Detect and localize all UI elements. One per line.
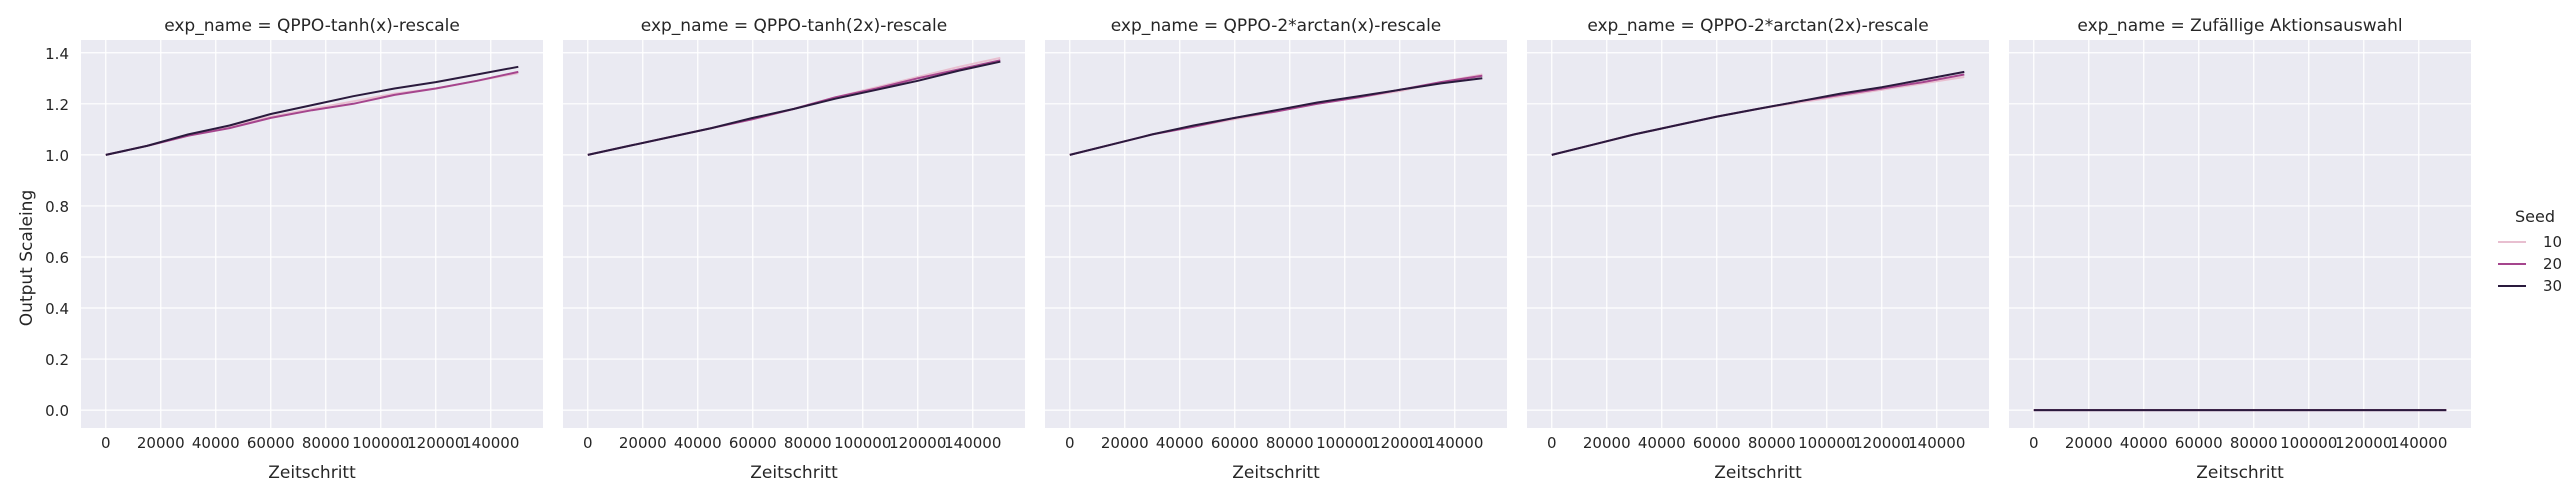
x-axis-label: Zeitschritt [268, 463, 356, 483]
panel-title: exp_name = QPPO-tanh(x)-rescale [164, 16, 460, 36]
x-tick-label: 40000 [1638, 434, 1686, 452]
x-axis-label: Zeitschritt [1232, 463, 1320, 483]
x-axis-label: Zeitschritt [2196, 463, 2284, 483]
x-tick-label: 100000 [1316, 434, 1373, 452]
facet-panel: 0.0 0.2 0.4 0.6 0.8 1.0 1.2 1.4 0 20000 40000 60000… [45, 16, 543, 483]
x-tick-label: 40000 [674, 434, 722, 452]
legend-title: Seed [2515, 207, 2555, 226]
x-tick-label: 60000 [1693, 434, 1741, 452]
x-tick-label: 0 [2029, 434, 2039, 452]
x-tick-label: 40000 [1156, 434, 1204, 452]
plot-area [1527, 40, 1989, 428]
x-tick-label: 20000 [1583, 434, 1631, 452]
legend-label: 10 [2543, 233, 2562, 251]
panel-title: exp_name = QPPO-2*arctan(x)-rescale [1111, 16, 1442, 36]
series-line-seed-30 [1069, 77, 1483, 156]
y-axis-label: Output Scaleing [17, 190, 37, 326]
x-tick-label: 100000 [1798, 434, 1855, 452]
x-tick-label: 60000 [729, 434, 777, 452]
legend: Seed 10 20 30 [2498, 207, 2562, 295]
x-tick-label: 0 [1547, 434, 1557, 452]
plot-area [2009, 40, 2471, 428]
panel-title: exp_name = Zufällige Aktionsauswahl [2077, 16, 2402, 36]
plot-area [1045, 40, 1507, 428]
x-tick-label: 120000 [1853, 434, 1910, 452]
x-tick-label: 40000 [192, 434, 240, 452]
series-line-seed-30 [105, 65, 519, 156]
series-line-seed-30 [587, 60, 1001, 156]
x-tick-label: 20000 [2065, 434, 2113, 452]
y-tick-label: 0.8 [45, 198, 69, 216]
x-tick-label: 0 [101, 434, 111, 452]
legend-label: 30 [2543, 277, 2562, 295]
panel-title: exp_name = QPPO-2*arctan(2x)-rescale [1587, 16, 1928, 36]
x-tick-label: 60000 [247, 434, 295, 452]
x-axis-label: Zeitschritt [750, 463, 838, 483]
x-tick-label: 0 [1065, 434, 1075, 452]
x-tick-label: 120000 [2335, 434, 2392, 452]
x-tick-label: 20000 [137, 434, 185, 452]
x-axis-label: Zeitschritt [1714, 463, 1802, 483]
x-tick-label: 100000 [352, 434, 409, 452]
panel-title: exp_name = QPPO-tanh(2x)-rescale [641, 16, 947, 36]
x-tick-label: 140000 [1426, 434, 1483, 452]
x-tick-label: 80000 [784, 434, 832, 452]
plot-area [563, 40, 1025, 428]
x-tick-label: 20000 [619, 434, 667, 452]
x-tick-label: 80000 [302, 434, 350, 452]
x-tick-label: 0 [583, 434, 593, 452]
legend-label: 20 [2543, 255, 2562, 273]
plot-area [81, 40, 543, 428]
x-tick-label: 100000 [2280, 434, 2337, 452]
y-tick-label: 0.2 [45, 351, 69, 369]
x-tick-label: 140000 [2390, 434, 2447, 452]
x-tick-label: 60000 [2175, 434, 2223, 452]
y-tick-label: 1.2 [45, 96, 69, 114]
x-tick-label: 80000 [2230, 434, 2278, 452]
y-tick-label: 0.0 [45, 402, 69, 420]
y-tick-label: 0.4 [45, 300, 69, 318]
x-tick-label: 100000 [834, 434, 891, 452]
y-tick-label: 0.6 [45, 249, 69, 267]
x-tick-label: 120000 [407, 434, 464, 452]
x-tick-label: 140000 [1908, 434, 1965, 452]
x-tick-label: 60000 [1211, 434, 1259, 452]
x-tick-label: 120000 [1371, 434, 1428, 452]
x-tick-label: 80000 [1266, 434, 1314, 452]
x-tick-label: 40000 [2120, 434, 2168, 452]
x-tick-label: 80000 [1748, 434, 1796, 452]
x-tick-label: 140000 [944, 434, 1001, 452]
y-tick-label: 1.0 [45, 147, 69, 165]
x-tick-label: 20000 [1101, 434, 1149, 452]
series-line-seed-30 [1551, 70, 1965, 156]
x-tick-label: 140000 [462, 434, 519, 452]
y-tick-label: 1.4 [45, 45, 69, 63]
x-tick-label: 120000 [889, 434, 946, 452]
